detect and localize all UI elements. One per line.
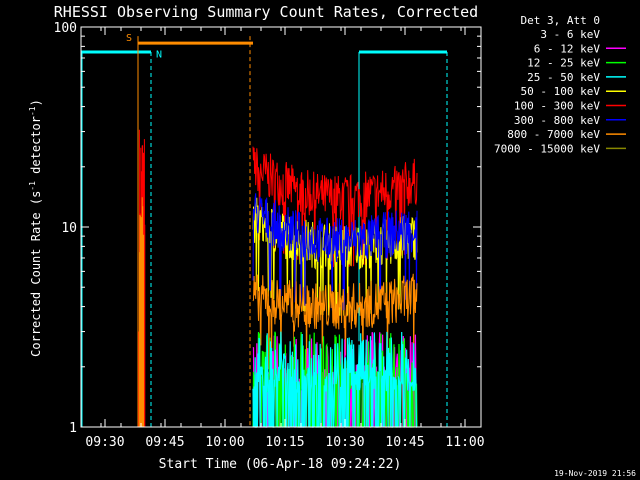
x-tick-label: 10:30	[325, 435, 364, 450]
footer-timestamp: 19-Nov-2019 21:56	[554, 469, 636, 478]
series-line-3	[252, 193, 418, 311]
x-axis: 09:30 09:45 10:00 10:15 10:30 10:45 11:00	[80, 27, 485, 450]
x-tick-label: 10:45	[385, 435, 424, 450]
legend-label: 300 - 800 keV	[514, 114, 600, 127]
y-tick-label: 10	[61, 221, 77, 236]
saa-label: S	[126, 33, 132, 44]
x-tick-label: 09:45	[145, 435, 184, 450]
saa-spike-orange	[139, 197, 145, 427]
legend-label: 6 - 12 keV	[534, 42, 601, 55]
legend-label: 12 - 25 keV	[527, 57, 600, 70]
x-tick-label: 09:30	[85, 435, 124, 450]
x-axis-label: Start Time (06-Apr-18 09:24:22)	[159, 457, 402, 472]
legend-label: 50 - 100 keV	[521, 85, 601, 98]
series-line-8	[252, 331, 418, 428]
x-tick-label: 11:00	[445, 435, 484, 450]
y-axis-label: Corrected Count Rate (s-1 detector-1)	[28, 99, 43, 357]
night-label: N	[156, 50, 162, 61]
x-tick-label: 10:15	[265, 435, 304, 450]
chart-title: RHESSI Observing Summary Count Rates, Co…	[54, 3, 478, 21]
legend-label: 7000 - 15000 keV	[494, 142, 600, 155]
series-line-4	[252, 273, 418, 376]
y-tick-label: 100	[54, 21, 77, 36]
series-line-1	[252, 146, 418, 268]
legend-label: 100 - 300 keV	[514, 100, 600, 113]
y-tick-label: 1	[69, 421, 77, 436]
legend-label: 800 - 7000 keV	[507, 128, 600, 141]
plot-marks: SN	[81, 33, 448, 428]
x-tick-label: 10:00	[205, 435, 244, 450]
legend-label: 3 - 6 keV	[540, 28, 600, 41]
legend-label: 25 - 50 keV	[527, 71, 600, 84]
y-axis: 1 10 100	[54, 21, 481, 436]
legend-header: Det 3, Att 0	[521, 14, 600, 27]
